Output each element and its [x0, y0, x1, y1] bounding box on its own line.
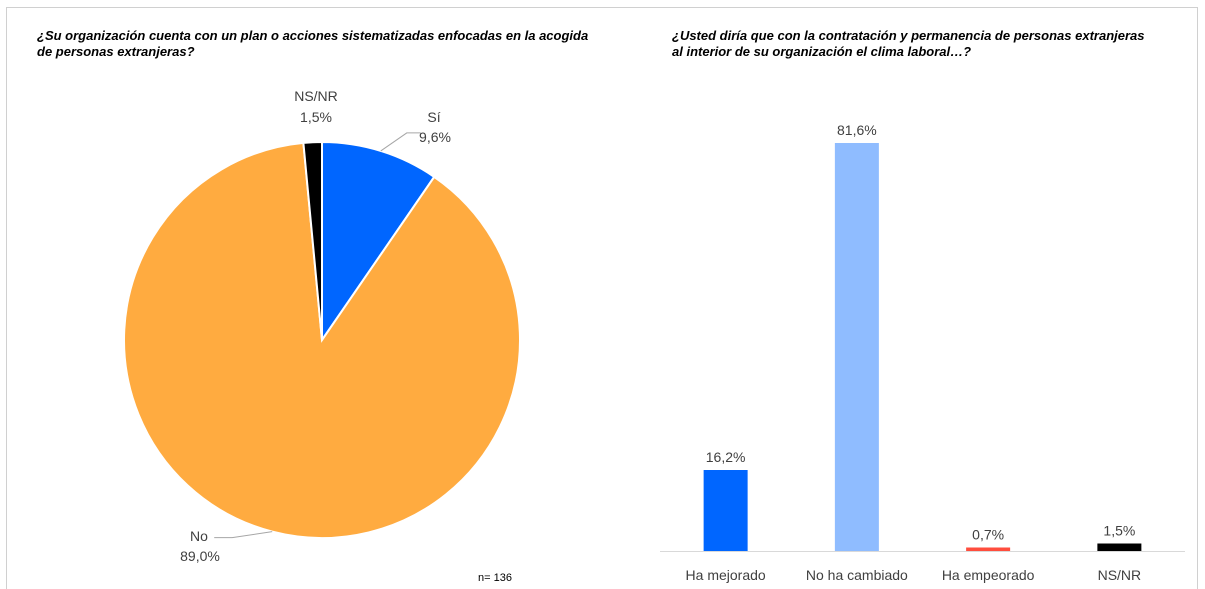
pie-leader-line-1: [214, 531, 273, 539]
pie-slice-1: [123, 141, 521, 539]
chart-frame-left-border: [6, 7, 7, 589]
bar-category-label-1: No ha cambiado: [806, 567, 908, 583]
bar-category-label-2: Ha empeorado: [942, 567, 1035, 583]
pie-slice-0: [321, 140, 436, 344]
pie-leader-line-0: [380, 132, 421, 152]
bar-0: [703, 470, 748, 551]
pie-value-label-1: 89,0%: [180, 548, 220, 564]
bar-chart-title: ¿Usted diría que con la contratación y p…: [672, 28, 1145, 59]
pie-value-label-2: 1,5%: [300, 109, 332, 125]
chart-frame-right-border: [1197, 7, 1198, 589]
pie-label-0: Sí: [427, 109, 440, 125]
bar-value-label-1: 81,6%: [837, 122, 877, 138]
pie-slice-2: [302, 140, 323, 341]
pie-label-2: NS/NR: [294, 88, 338, 104]
bar-category-label-0: Ha mejorado: [686, 567, 766, 583]
pie-chart-title: ¿Su organización cuenta con un plan o ac…: [37, 28, 589, 59]
pie-value-label-0: 9,6%: [419, 129, 451, 145]
bar-category-label-3: NS/NR: [1098, 567, 1142, 583]
bar-value-label-3: 1,5%: [1103, 523, 1135, 539]
chart-frame-top-border: [6, 7, 1198, 8]
bar-1: [834, 143, 879, 551]
sample-size-note: n= 136: [478, 572, 512, 584]
bar-value-label-2: 0,7%: [972, 527, 1004, 543]
pie-label-1: No: [190, 528, 208, 544]
bar-3: [1097, 543, 1142, 551]
bar-2: [966, 547, 1011, 551]
bar-value-label-0: 16,2%: [706, 449, 746, 465]
